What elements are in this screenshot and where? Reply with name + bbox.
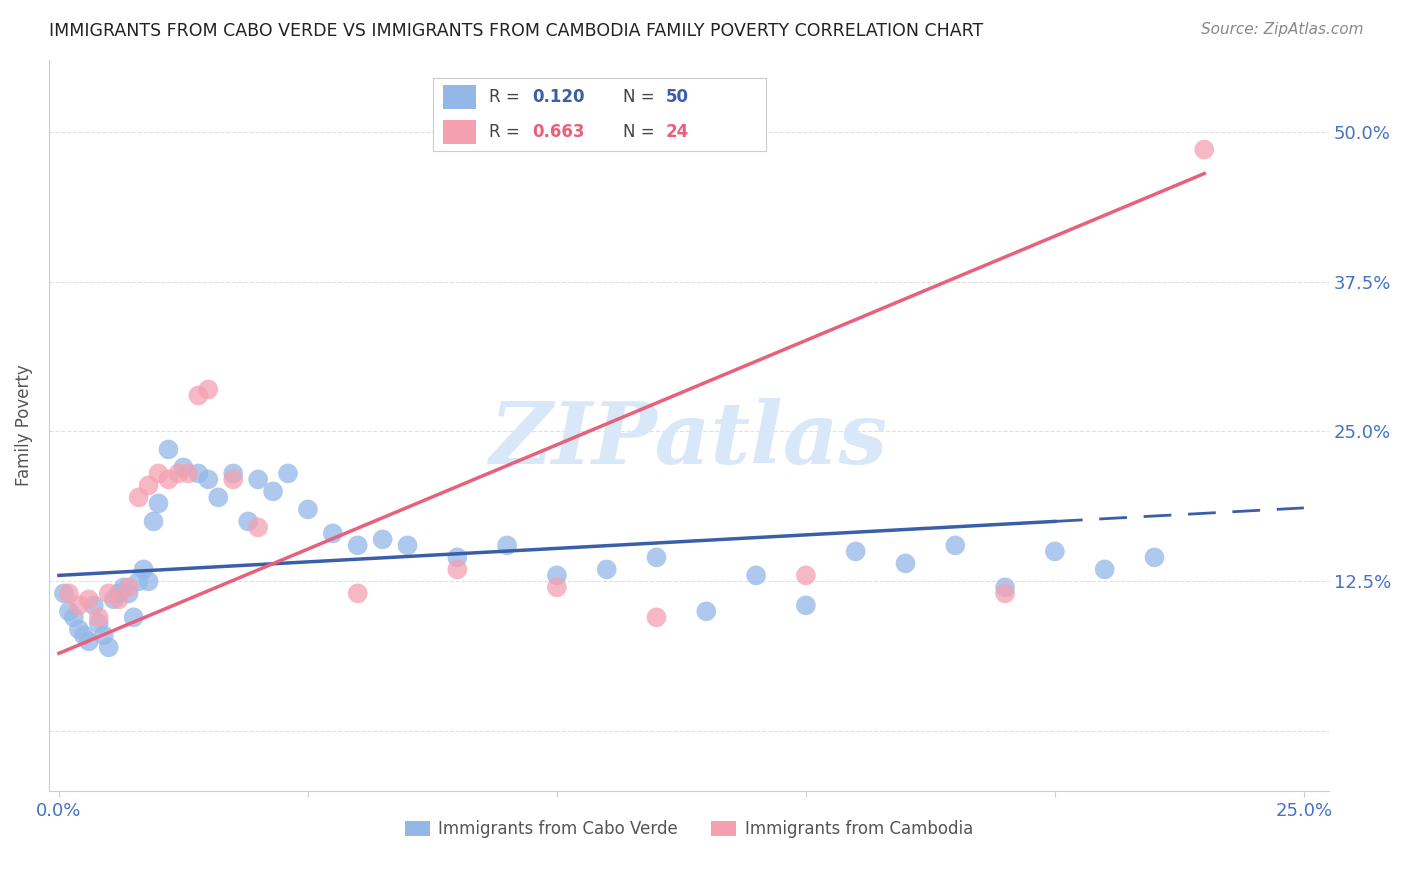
Point xyxy=(122,610,145,624)
Point xyxy=(63,610,86,624)
Point xyxy=(157,442,180,457)
Point xyxy=(58,604,80,618)
Point xyxy=(346,538,368,552)
Point xyxy=(645,550,668,565)
Point xyxy=(77,634,100,648)
Point xyxy=(83,599,105,613)
Point xyxy=(943,538,966,552)
Point xyxy=(148,467,170,481)
Point xyxy=(148,496,170,510)
Point xyxy=(994,580,1017,594)
Point xyxy=(645,610,668,624)
Point xyxy=(187,467,209,481)
Point xyxy=(446,550,468,565)
Point xyxy=(238,515,260,529)
Point xyxy=(103,592,125,607)
Point xyxy=(695,604,717,618)
Point xyxy=(207,491,229,505)
Point xyxy=(117,586,139,600)
Point xyxy=(222,467,245,481)
Point xyxy=(97,640,120,655)
Point xyxy=(322,526,344,541)
Point xyxy=(177,467,200,481)
Point xyxy=(496,538,519,552)
Point xyxy=(97,586,120,600)
Point xyxy=(596,562,619,576)
Text: Source: ZipAtlas.com: Source: ZipAtlas.com xyxy=(1201,22,1364,37)
Point xyxy=(1143,550,1166,565)
Point xyxy=(52,586,75,600)
Point xyxy=(277,467,299,481)
Point xyxy=(112,580,135,594)
Point xyxy=(77,592,100,607)
Point xyxy=(222,472,245,486)
Point xyxy=(894,557,917,571)
Point xyxy=(142,515,165,529)
Point xyxy=(1194,143,1216,157)
Point xyxy=(346,586,368,600)
Point xyxy=(128,491,150,505)
Point xyxy=(132,562,155,576)
Point xyxy=(1043,544,1066,558)
Point xyxy=(73,628,96,642)
Point xyxy=(107,586,129,600)
Point xyxy=(262,484,284,499)
Point xyxy=(172,460,194,475)
Point xyxy=(128,574,150,589)
Point xyxy=(546,568,568,582)
Point xyxy=(794,568,817,582)
Point xyxy=(546,580,568,594)
Point xyxy=(67,599,90,613)
Point xyxy=(297,502,319,516)
Text: ZIPatlas: ZIPatlas xyxy=(489,399,889,482)
Point xyxy=(67,623,90,637)
Point xyxy=(371,533,394,547)
Point xyxy=(58,586,80,600)
Point xyxy=(446,562,468,576)
Text: IMMIGRANTS FROM CABO VERDE VS IMMIGRANTS FROM CAMBODIA FAMILY POVERTY CORRELATIO: IMMIGRANTS FROM CABO VERDE VS IMMIGRANTS… xyxy=(49,22,983,40)
Point xyxy=(745,568,768,582)
Point xyxy=(138,478,160,492)
Point xyxy=(107,592,129,607)
Y-axis label: Family Poverty: Family Poverty xyxy=(15,365,32,486)
Point xyxy=(197,472,219,486)
Point xyxy=(187,388,209,402)
Point xyxy=(117,580,139,594)
Point xyxy=(138,574,160,589)
Point xyxy=(93,628,115,642)
Point xyxy=(794,599,817,613)
Point xyxy=(157,472,180,486)
Point xyxy=(87,616,110,631)
Point xyxy=(247,520,270,534)
Point xyxy=(247,472,270,486)
Point xyxy=(1094,562,1116,576)
Point xyxy=(845,544,868,558)
Point xyxy=(197,383,219,397)
Point xyxy=(167,467,190,481)
Point xyxy=(87,610,110,624)
Point xyxy=(994,586,1017,600)
Legend: Immigrants from Cabo Verde, Immigrants from Cambodia: Immigrants from Cabo Verde, Immigrants f… xyxy=(398,814,980,845)
Point xyxy=(396,538,419,552)
